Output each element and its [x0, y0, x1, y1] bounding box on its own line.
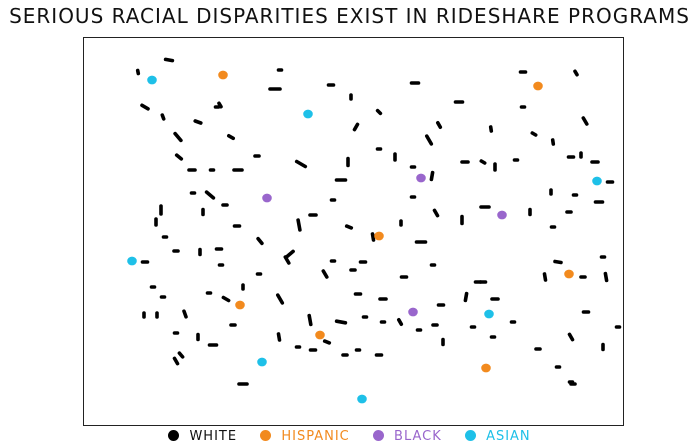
- white-mark: [603, 271, 609, 283]
- asian-dot: [147, 75, 157, 85]
- white-mark: [182, 309, 188, 319]
- black-dot: [262, 193, 272, 203]
- white-mark: [227, 134, 235, 141]
- white-mark: [432, 208, 440, 218]
- white-mark: [173, 131, 183, 143]
- black-dot: [408, 307, 418, 317]
- white-mark: [573, 69, 579, 77]
- white-mark: [307, 313, 313, 327]
- legend-item-black: BLACK: [372, 429, 442, 444]
- white-mark: [463, 291, 469, 303]
- legend-dot-hispanic: [260, 430, 272, 441]
- black-dot: [416, 173, 426, 183]
- legend-item-asian: ASIAN: [464, 429, 531, 444]
- white-mark: [370, 232, 376, 242]
- legend-dot-white: [168, 430, 180, 441]
- asian-dot: [127, 256, 137, 266]
- white-mark: [160, 113, 166, 121]
- legend-label-white: WHITE: [189, 429, 238, 444]
- white-mark: [542, 272, 548, 282]
- legend-label-black: BLACK: [394, 429, 442, 444]
- asian-dot: [257, 357, 267, 367]
- white-mark: [352, 122, 360, 132]
- white-mark: [163, 57, 175, 63]
- white-mark: [276, 293, 285, 305]
- chart-title: SERIOUS RACIAL DISPARITIES EXIST IN RIDE…: [9, 4, 690, 28]
- white-mark: [294, 159, 308, 169]
- white-mark: [140, 103, 150, 111]
- white-mark: [530, 131, 538, 137]
- white-mark: [296, 218, 302, 232]
- white-mark: [567, 332, 575, 342]
- hispanic-dot: [218, 70, 228, 80]
- legend-item-hispanic: HISPANIC: [260, 429, 350, 444]
- hispanic-dot: [564, 269, 574, 279]
- hispanic-dot: [315, 330, 325, 340]
- asian-dot: [357, 394, 367, 404]
- white-mark: [424, 134, 434, 146]
- white-mark: [435, 121, 443, 129]
- black-dot: [497, 210, 507, 220]
- white-mark: [322, 339, 332, 345]
- white-mark: [550, 138, 556, 146]
- legend-label-hispanic: HISPANIC: [281, 429, 350, 444]
- white-mark: [479, 159, 487, 165]
- plot-frame: [83, 37, 624, 426]
- white-mark: [276, 332, 282, 342]
- white-mark: [334, 319, 348, 325]
- white-mark: [256, 236, 264, 246]
- legend-dot-black: [372, 430, 384, 441]
- white-mark: [285, 249, 295, 259]
- hispanic-dot: [374, 231, 384, 241]
- legend-label-asian: ASIAN: [486, 429, 531, 444]
- white-mark: [344, 224, 354, 230]
- white-mark: [204, 190, 216, 200]
- white-mark: [217, 101, 223, 109]
- white-mark: [193, 119, 203, 125]
- legend: WHITE HISPANIC BLACK ASIAN: [0, 429, 699, 444]
- white-mark: [221, 295, 231, 303]
- white-mark: [135, 68, 141, 76]
- hispanic-dot: [533, 81, 543, 91]
- white-mark: [488, 125, 494, 133]
- white-mark: [553, 259, 563, 265]
- white-mark: [396, 317, 404, 327]
- scatter-plot: [127, 57, 622, 404]
- white-mark: [174, 153, 184, 161]
- white-mark: [429, 170, 435, 182]
- asian-dot: [592, 176, 602, 186]
- hispanic-dot: [235, 300, 245, 310]
- legend-dot-asian: [464, 430, 476, 441]
- white-mark: [375, 108, 383, 116]
- legend-item-white: WHITE: [168, 429, 237, 444]
- white-mark: [321, 269, 329, 279]
- white-mark: [172, 356, 180, 366]
- asian-dot: [303, 109, 313, 119]
- white-mark: [177, 351, 185, 359]
- white-mark: [581, 116, 589, 126]
- asian-dot: [484, 309, 494, 319]
- hispanic-dot: [481, 363, 491, 373]
